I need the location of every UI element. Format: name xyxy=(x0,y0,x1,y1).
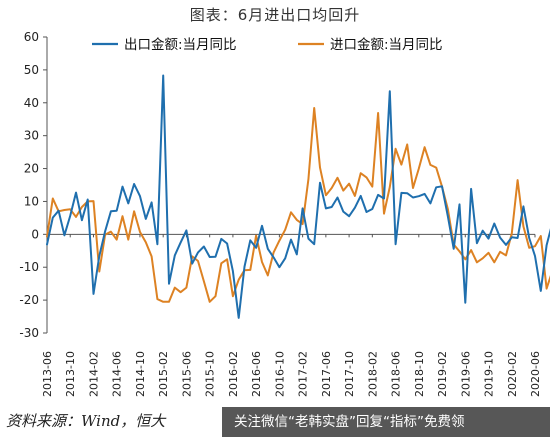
x-tick-label: 2019-06 xyxy=(459,351,472,397)
axes: -30 -20 -10 0 10 20 30 40 50 60 2013-06 2013-10 2014… xyxy=(19,30,542,397)
x-tick-label: 2018-06 xyxy=(390,351,403,397)
x-tick-label: 2013-06 xyxy=(41,351,54,397)
y-tick-label: 30 xyxy=(24,129,39,143)
x-tick-label: 2017-10 xyxy=(343,351,356,397)
x-tick-label: 2018-10 xyxy=(413,351,426,397)
x-tick-label: 2014-02 xyxy=(87,351,100,397)
x-tick-label: 2016-02 xyxy=(227,351,240,397)
y-tick-label: 40 xyxy=(24,96,39,110)
x-tick-label: 2018-02 xyxy=(366,351,379,397)
x-tick-label: 2017-06 xyxy=(320,351,333,397)
x-tick-label: 2015-06 xyxy=(180,351,193,397)
y-tick-label: -30 xyxy=(19,326,39,340)
source-note: 资料来源：Wind，恒大 xyxy=(6,412,166,430)
y-tick-label: 60 xyxy=(24,30,39,44)
export-series-line xyxy=(46,74,550,319)
series-layer xyxy=(46,74,550,319)
y-tick-label: 0 xyxy=(31,227,39,241)
x-tick-label: 2019-02 xyxy=(436,351,449,397)
x-tick-label: 2016-10 xyxy=(273,351,286,397)
y-tick-label: -10 xyxy=(19,260,39,274)
x-tick-label: 2020-06 xyxy=(529,351,542,397)
x-tick-label: 2019-10 xyxy=(483,351,496,397)
x-tick-label: 2017-02 xyxy=(297,351,310,397)
y-tick-label: 10 xyxy=(24,194,39,208)
watermark-banner: 关注微信“老韩实盘”回复“指标”免费领 xyxy=(222,407,550,437)
y-tick-label: 20 xyxy=(24,162,39,176)
y-tick-label: 50 xyxy=(24,63,39,77)
legend-label-import: 进口金额:当月同比 xyxy=(330,37,443,53)
import-series-line xyxy=(46,107,550,303)
x-tick-label: 2020-02 xyxy=(506,351,519,397)
page-title: 图表：6月进出口均回升 xyxy=(189,6,361,24)
legend-label-export: 出口金额:当月同比 xyxy=(124,37,237,53)
x-tick-label: 2015-02 xyxy=(157,351,170,397)
x-tick-label: 2014-10 xyxy=(134,351,147,397)
legend: 出口金额:当月同比 进口金额:当月同比 xyxy=(92,37,443,53)
x-tick-label: 2016-06 xyxy=(250,351,263,397)
y-tick-label: -20 xyxy=(19,293,39,307)
x-tick-label: 2015-10 xyxy=(204,351,217,397)
x-tick-label: 2014-06 xyxy=(111,351,124,397)
x-tick-label: 2013-10 xyxy=(64,351,77,397)
